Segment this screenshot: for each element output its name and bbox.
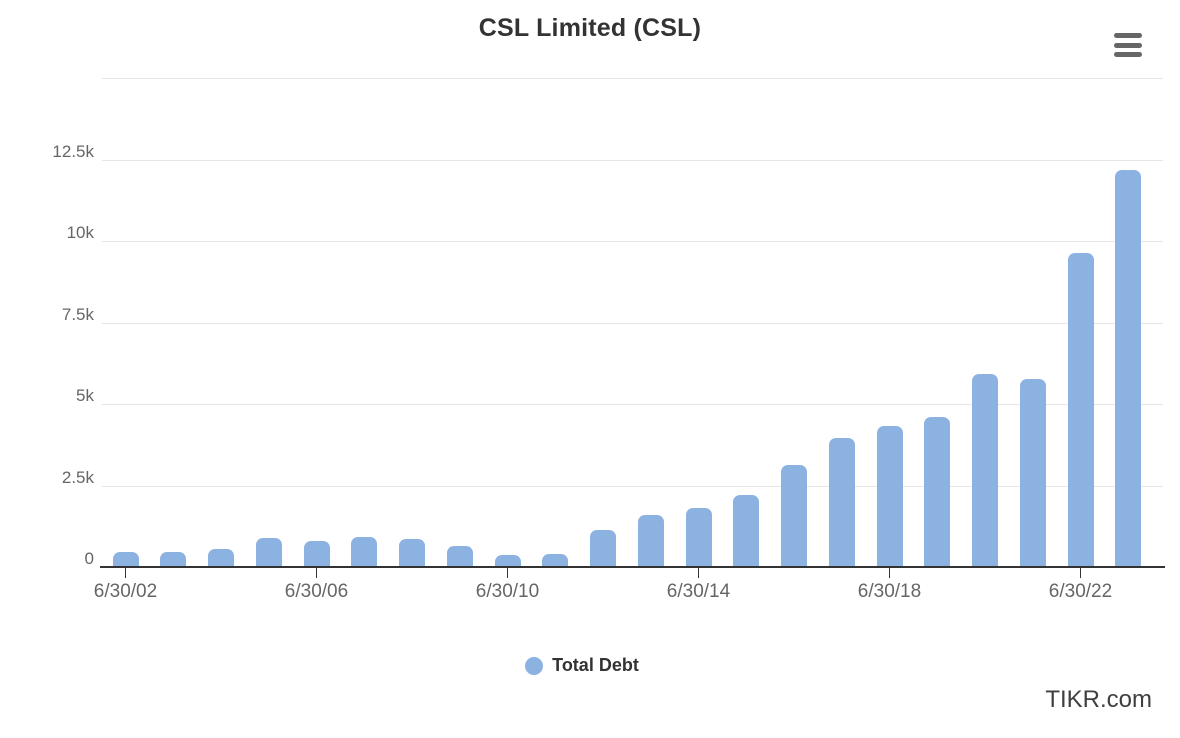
bar-6/30/14[interactable] bbox=[685, 508, 712, 567]
x-axis-tick bbox=[315, 567, 318, 578]
y-axis-label: 10k bbox=[66, 223, 94, 242]
gridline bbox=[102, 160, 1163, 161]
chart-title: CSL Limited (CSL) bbox=[478, 14, 702, 42]
x-axis-label: 6/30/22 bbox=[1048, 581, 1113, 602]
x-axis-line bbox=[100, 566, 1165, 568]
bar-6/30/17[interactable] bbox=[828, 438, 855, 567]
bar-6/30/18[interactable] bbox=[876, 426, 903, 567]
hamburger-icon bbox=[1114, 33, 1142, 38]
x-axis-tick bbox=[888, 567, 891, 578]
tikr-watermark: TIKR.com bbox=[1045, 686, 1152, 713]
gridline bbox=[102, 486, 1163, 487]
bar-6/30/13[interactable] bbox=[637, 515, 664, 567]
y-axis-label: 2.5k bbox=[61, 468, 94, 487]
x-axis-label: 6/30/14 bbox=[666, 581, 731, 602]
bar-6/30/12[interactable] bbox=[590, 530, 616, 567]
x-axis-tick bbox=[1079, 567, 1082, 578]
plot-area: 0 2.5k 5k 7.5k 10k 12.5k 6/30/02 6/30/06 6/30/10… bbox=[52, 78, 1165, 602]
y-axis-label: 7.5k bbox=[61, 305, 94, 324]
bar-6/30/09[interactable] bbox=[446, 546, 473, 567]
x-axis-label: 6/30/02 bbox=[93, 581, 158, 602]
bar-6/30/20[interactable] bbox=[972, 374, 998, 567]
x-axis-label: 6/30/18 bbox=[857, 581, 922, 602]
bar-6/30/15[interactable] bbox=[733, 495, 760, 567]
y-axis-label: 12.5k bbox=[52, 142, 94, 161]
bar-6/30/19[interactable] bbox=[924, 417, 951, 567]
chart-context-menu-button[interactable] bbox=[1114, 33, 1142, 57]
bar-6/30/02[interactable] bbox=[112, 552, 139, 567]
hamburger-icon bbox=[1114, 52, 1142, 57]
bar-6/30/11[interactable] bbox=[542, 554, 569, 567]
y-axis-label: 0 bbox=[84, 549, 94, 568]
bar-6/30/08[interactable] bbox=[399, 539, 425, 567]
legend-item-total-debt[interactable]: Total Debt bbox=[0, 655, 1172, 676]
y-axis-label: 5k bbox=[76, 386, 94, 405]
x-axis-label: 6/30/06 bbox=[284, 581, 349, 602]
bar-6/30/03[interactable] bbox=[160, 552, 187, 567]
bar-6/30/04[interactable] bbox=[208, 549, 234, 567]
gridline bbox=[102, 241, 1163, 242]
bar-6/30/05[interactable] bbox=[255, 538, 282, 567]
bar-6/30/10[interactable] bbox=[494, 555, 521, 567]
hamburger-icon bbox=[1114, 42, 1142, 48]
bar-6/30/16[interactable] bbox=[781, 465, 807, 567]
gridline bbox=[102, 78, 1163, 79]
gridline bbox=[102, 404, 1163, 405]
bar-6/30/06[interactable] bbox=[303, 541, 330, 567]
legend-label: Total Debt bbox=[552, 655, 639, 675]
bar-6/30/07[interactable] bbox=[351, 537, 378, 567]
x-axis-tick bbox=[124, 567, 127, 578]
x-axis-tick bbox=[506, 567, 509, 578]
gridline bbox=[102, 323, 1163, 324]
bar-6/30/23[interactable] bbox=[1115, 170, 1142, 567]
legend-marker-icon bbox=[525, 656, 544, 675]
x-axis-label: 6/30/10 bbox=[475, 581, 540, 602]
x-axis-tick bbox=[697, 567, 700, 578]
bar-6/30/22[interactable] bbox=[1067, 253, 1094, 567]
bar-6/30/21[interactable] bbox=[1019, 379, 1046, 567]
